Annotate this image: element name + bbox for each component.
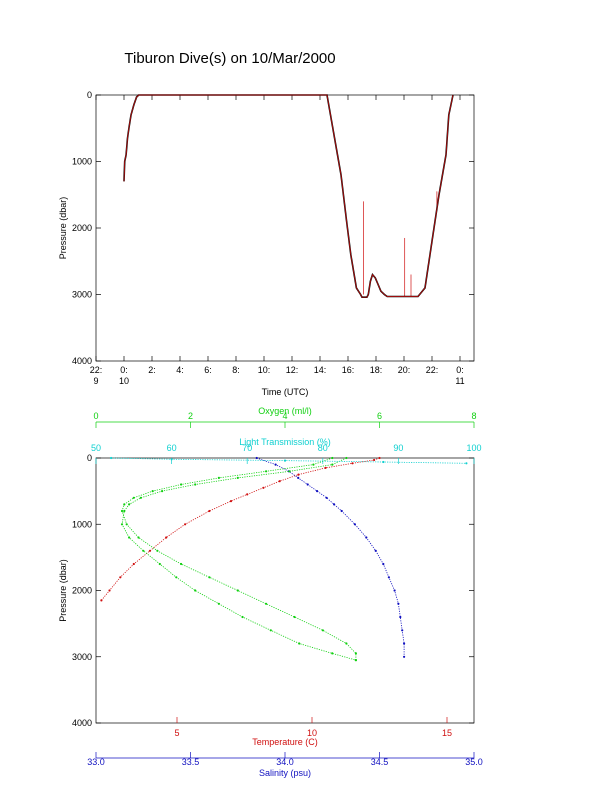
x-tick-label: 18: [370, 365, 383, 375]
oxygen-axis-label: Oxygen (ml/l) [258, 406, 312, 416]
temperature-axis-label: Temperature (C) [252, 737, 318, 747]
oxygen-profile-line [121, 457, 357, 661]
x-tick-label: 10: [258, 365, 271, 375]
x-tick-label: 8: [232, 365, 240, 375]
light-tick-label: 60 [167, 443, 177, 453]
x-tick-sublabel: 11 [455, 376, 464, 386]
x-tick-sublabel: 9 [93, 376, 98, 386]
y-tick-label: 0 [87, 453, 92, 463]
page-title: Tiburon Dive(s) on 10/Mar/2000 [124, 50, 336, 67]
y-tick-label: 2000 [72, 586, 92, 596]
plot-frame [95, 94, 475, 362]
salinity-axis-label: Salinity (psu) [259, 768, 311, 778]
oxygen-tick-label: 6 [377, 411, 382, 421]
oxygen-tick-label: 2 [188, 411, 193, 421]
oxygen-tick-label: 8 [471, 411, 476, 421]
profile-chart: 0 1000 2000 3000 4000 Pressure (dbar) 0 2 4 6 8 Oxy… [58, 406, 483, 778]
plot-frame [95, 457, 475, 724]
oxygen-tick-label: 0 [93, 411, 98, 421]
y-tick-label: 4000 [72, 718, 92, 728]
oxygen-tick-label: 4 [282, 411, 287, 421]
light-tick-label: 50 [91, 443, 101, 453]
x-tick-label: 6: [204, 365, 212, 375]
x-tick-label: 4: [176, 365, 184, 375]
salinity-tick-label: 33.5 [182, 757, 200, 767]
light-tick-label: 80 [318, 443, 328, 453]
oxygen-profile-line [121, 457, 357, 661]
light-profile-line [111, 457, 467, 464]
x-tick-label: 22: [90, 365, 103, 375]
temperature-profile-line [101, 457, 380, 601]
salinity-point [403, 642, 406, 645]
y-tick-label: 3000 [72, 290, 92, 300]
x-axis-label: Time (UTC) [262, 387, 309, 397]
y-tick-label: 1000 [72, 157, 92, 167]
x-tick-label: 0: [120, 365, 128, 375]
light-axis-label: Light Transmission (%) [239, 437, 331, 447]
x-tick-sublabel: 10 [119, 376, 129, 386]
x-tick-label: 20: [398, 365, 411, 375]
y-tick-label: 4000 [72, 356, 92, 366]
x-tick-label: 22: [426, 365, 439, 375]
light-tick-label: 100 [466, 443, 481, 453]
x-tick-label: 12: [286, 365, 299, 375]
y-axis-label: Pressure (dbar) [58, 197, 68, 260]
x-tick-label: 0: [456, 365, 464, 375]
x-tick-label: 16: [342, 365, 355, 375]
light-tick-label: 70 [242, 443, 252, 453]
salinity-tick-label: 34.5 [371, 757, 389, 767]
depth-trace-line [123, 94, 454, 298]
y-axis-label: Pressure (dbar) [58, 559, 68, 622]
salinity-point [403, 655, 406, 658]
temperature-tick-label: 5 [174, 728, 179, 738]
temperature-point [351, 462, 354, 465]
salinity-tick-label: 34.0 [276, 757, 294, 767]
x-tick-label: 2: [148, 365, 156, 375]
temperature-point [297, 473, 300, 476]
y-tick-label: 1000 [72, 519, 92, 529]
salinity-point [399, 615, 402, 619]
salinity-tick-label: 35.0 [465, 757, 483, 767]
depth-trace-line [123, 94, 454, 299]
salinity-tick-label: 33.0 [87, 757, 105, 767]
y-tick-label: 0 [87, 90, 92, 100]
salinity-profile-line [256, 457, 405, 657]
temperature-point [324, 466, 327, 469]
y-tick-label: 2000 [72, 223, 92, 233]
x-tick-label: 14: [314, 365, 327, 375]
light-tick-label: 90 [393, 443, 403, 453]
temperature-tick-label: 10 [307, 728, 317, 738]
temperature-tick-label: 15 [442, 728, 452, 738]
y-tick-label: 3000 [72, 652, 92, 662]
